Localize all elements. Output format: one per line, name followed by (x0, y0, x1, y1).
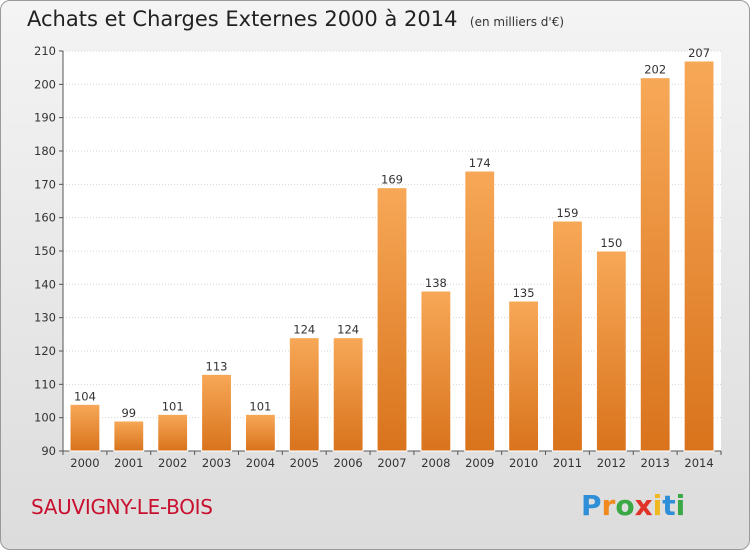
logo-letter: P (581, 489, 602, 522)
logo-letter: o (615, 489, 635, 522)
y-tick-label: 180 (34, 144, 56, 158)
data-label-2007: 169 (381, 173, 403, 187)
data-label-2006: 124 (337, 323, 359, 337)
x-tick-label-2006: 2006 (333, 456, 362, 470)
logo-letter: r (601, 489, 616, 522)
bar-2010 (508, 300, 540, 452)
x-tick-label-2003: 2003 (202, 456, 231, 470)
chart-title: Achats et Charges Externes 2000 à 2014 (27, 7, 458, 31)
data-label-2005: 124 (293, 323, 315, 337)
axes: 90 100 110 120 130 140 150 160 170 180 190 200 210 20… (34, 44, 722, 470)
bar-2009 (464, 170, 496, 452)
x-tick-label-2009: 2009 (465, 456, 494, 470)
x-tick-label-2010: 2010 (509, 456, 538, 470)
bar-2005 (288, 337, 320, 452)
y-tick-label: 100 (34, 411, 56, 425)
logo-letter: x (634, 489, 653, 522)
data-label-2000: 104 (74, 389, 96, 403)
data-label-2013: 202 (644, 63, 666, 77)
y-tick-label: 110 (34, 377, 56, 391)
data-label-2004: 101 (249, 399, 271, 413)
logo-letter: i (675, 489, 686, 522)
chart-unit: (en milliers d'€) (469, 15, 565, 29)
proxiti-logo: Proxiti (581, 489, 685, 522)
x-tick-label-2000: 2000 (70, 456, 99, 470)
data-label-2011: 159 (556, 206, 578, 220)
y-tick-label: 170 (34, 177, 56, 191)
bar-2001 (113, 420, 145, 452)
bar-2004 (244, 413, 276, 452)
bar-2013 (639, 77, 671, 452)
data-labels: 104 99 101 113 101 124 124 169 138 174 135 159 150 20… (74, 46, 710, 420)
y-tick-label: 210 (34, 44, 56, 58)
y-tick-label: 90 (41, 444, 56, 458)
x-tick-label-2005: 2005 (290, 456, 319, 470)
bar-2006 (332, 337, 364, 452)
bar-2011 (552, 220, 583, 452)
data-label-2002: 101 (162, 399, 184, 413)
bars (69, 60, 715, 452)
x-tick-label-2002: 2002 (158, 456, 187, 470)
x-tick-label-2004: 2004 (246, 456, 275, 470)
data-label-2010: 135 (513, 286, 535, 300)
data-label-2001: 99 (121, 406, 136, 420)
x-tick-label-2008: 2008 (421, 456, 450, 470)
x-tick-label-2014: 2014 (684, 456, 713, 470)
title-row: Achats et Charges Externes 2000 à 2014 (… (27, 7, 564, 31)
bar-2014 (683, 60, 715, 452)
bar-2012 (595, 250, 627, 452)
bar-2002 (157, 413, 189, 452)
x-tick-label-2007: 2007 (377, 456, 406, 470)
data-label-2009: 174 (469, 156, 491, 170)
y-tick-label: 200 (34, 77, 56, 91)
y-tick-label: 150 (34, 244, 56, 258)
logo-letter: t (662, 489, 676, 522)
x-tick-label-2013: 2013 (641, 456, 670, 470)
data-label-2012: 150 (600, 236, 622, 250)
bar-2003 (201, 373, 232, 452)
y-tick-label: 160 (34, 211, 56, 225)
y-tick-label: 190 (34, 111, 56, 125)
data-label-2008: 138 (425, 276, 447, 290)
x-tick-label-2012: 2012 (597, 456, 626, 470)
commune-name: SAUVIGNY-LE-BOIS (31, 495, 213, 519)
data-label-2003: 113 (206, 359, 228, 373)
y-tick-label: 120 (34, 344, 56, 358)
y-tick-label: 140 (34, 277, 56, 291)
x-tick-label-2001: 2001 (114, 456, 143, 470)
data-label-2014: 207 (688, 46, 710, 60)
bar-2000 (69, 403, 101, 452)
bar-2008 (420, 290, 452, 452)
x-tick-label-2011: 2011 (553, 456, 582, 470)
y-tick-label: 130 (34, 311, 56, 325)
logo-letter: i (652, 489, 663, 522)
bar-2007 (376, 187, 408, 452)
